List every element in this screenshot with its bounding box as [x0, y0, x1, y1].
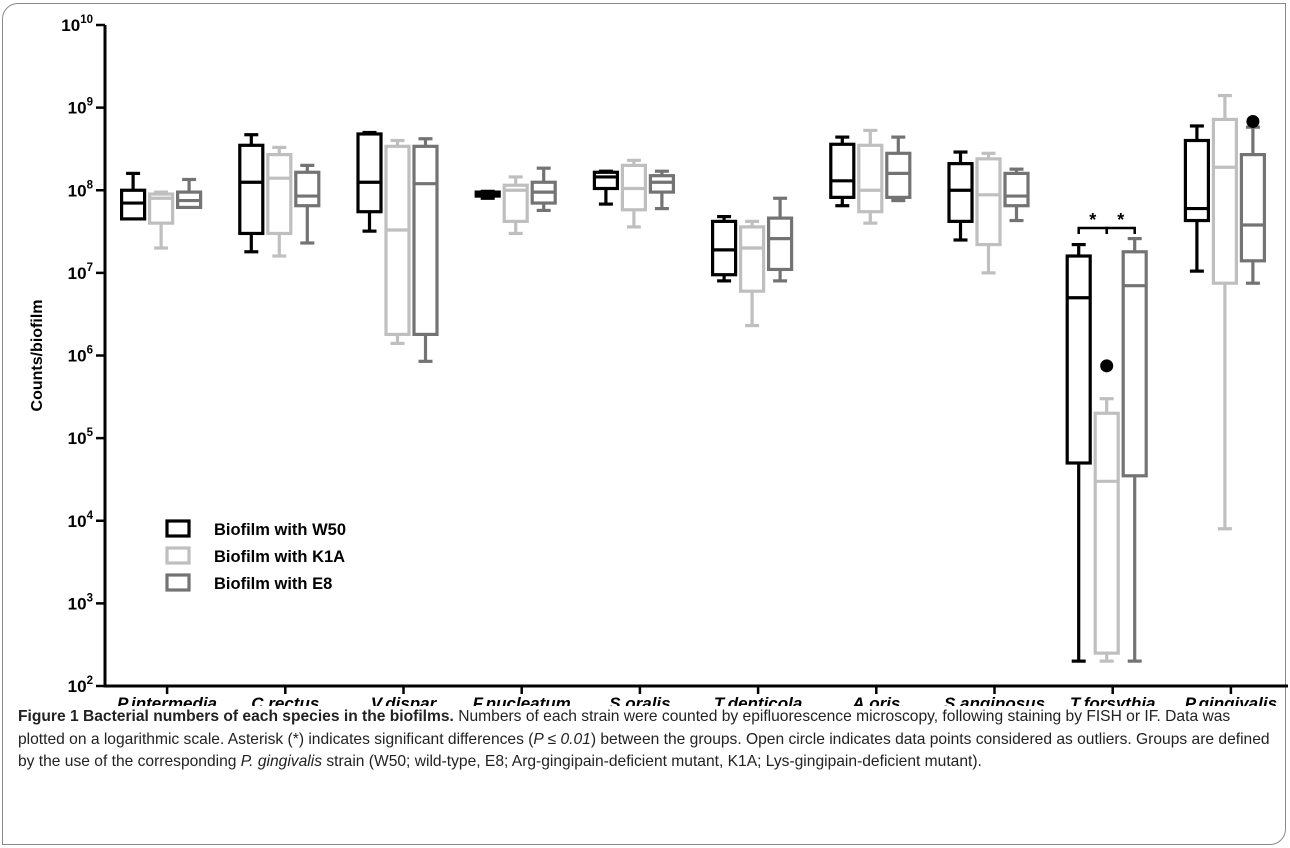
- x-tick-label: V.dispar: [371, 694, 438, 706]
- y-tick-label: 109: [68, 97, 93, 118]
- box-iqr: [1003, 171, 1030, 208]
- x-tick-label: P.gingivalis: [1185, 694, 1277, 706]
- outlier-point: [1246, 114, 1260, 128]
- box-iqr: [384, 144, 411, 337]
- box-iqr: [592, 170, 620, 191]
- box-plot-chart: 102 103 104 105 106 107 108 109 1010 Counts/biofi…: [29, 14, 1288, 706]
- x-tick-label: C.rectus: [251, 694, 319, 706]
- box-iqr: [829, 142, 856, 199]
- box-iqr: [738, 225, 766, 293]
- box-iqr: [356, 132, 383, 214]
- box-iqr: [1211, 117, 1239, 285]
- box-iqr: [412, 144, 439, 337]
- significance-bracket: [1105, 226, 1136, 234]
- box-iqr: [238, 143, 265, 236]
- y-tick-label: 104: [68, 510, 94, 531]
- box-iqr: [1121, 250, 1148, 478]
- caption-title: Figure 1 Bacterial numbers of each speci…: [18, 708, 454, 725]
- x-tick-label: P.intermedia: [117, 694, 217, 706]
- box-iqr: [148, 192, 175, 225]
- x-tick-label: A.oris: [851, 694, 900, 706]
- x-tick-label: F.nucleatum: [473, 694, 571, 706]
- significance-asterisk: *: [1089, 210, 1096, 230]
- caption-text-2: ) between the groups. Open circle indica…: [18, 730, 1270, 771]
- box-iqr: [266, 153, 293, 236]
- x-tick-label: T.denticola: [714, 694, 802, 706]
- caption-species: P. gingivalis: [240, 753, 322, 770]
- box-iqr: [502, 183, 529, 223]
- y-tick-label: 106: [68, 345, 93, 366]
- legend-swatch: [165, 573, 191, 592]
- box-iqr: [710, 219, 738, 277]
- y-axis-label: Counts/biofilm: [29, 300, 46, 412]
- legend-label: Biofilm with E8: [214, 575, 332, 593]
- outlier-point: [1100, 359, 1114, 373]
- x-tick-label: S.oralis: [609, 694, 670, 706]
- caption-p-value: P ≤ 0.01: [533, 730, 591, 748]
- significance-asterisk: *: [1117, 210, 1124, 230]
- box-iqr: [975, 157, 1002, 247]
- box-iqr: [1183, 138, 1211, 223]
- figure-caption: Figure 1 Bacterial numbers of each speci…: [18, 706, 1280, 774]
- legend-swatch: [165, 519, 191, 538]
- box-iqr: [947, 162, 974, 223]
- legend-label: Biofilm with K1A: [214, 548, 345, 566]
- legend-swatch: [165, 546, 191, 565]
- caption-text-3: strain (W50; wild-type, E8; Arg-gingipai…: [322, 753, 982, 770]
- box-iqr: [857, 143, 884, 214]
- y-tick-label: 103: [68, 592, 93, 613]
- box-iqr: [1065, 254, 1092, 465]
- x-tick-label: S.anginosus: [944, 694, 1045, 706]
- box-iqr: [885, 151, 912, 199]
- y-tick-label: 108: [68, 179, 94, 200]
- y-tick-label: 107: [68, 262, 93, 283]
- figure-frame: [2, 3, 1286, 845]
- box-iqr: [1239, 153, 1267, 263]
- y-tick-label: 102: [68, 675, 93, 696]
- y-tick-label: 105: [68, 427, 94, 448]
- box-iqr: [766, 216, 794, 272]
- legend-label: Biofilm with W50: [214, 521, 346, 539]
- caption-text-1: Numbers of each strain were counted by e…: [18, 708, 1231, 748]
- y-tick-label: 1010: [61, 14, 93, 35]
- box-iqr: [1093, 411, 1120, 655]
- box-iqr: [648, 174, 676, 194]
- box-iqr: [294, 170, 321, 208]
- x-tick-label: T.forsythia: [1070, 694, 1156, 706]
